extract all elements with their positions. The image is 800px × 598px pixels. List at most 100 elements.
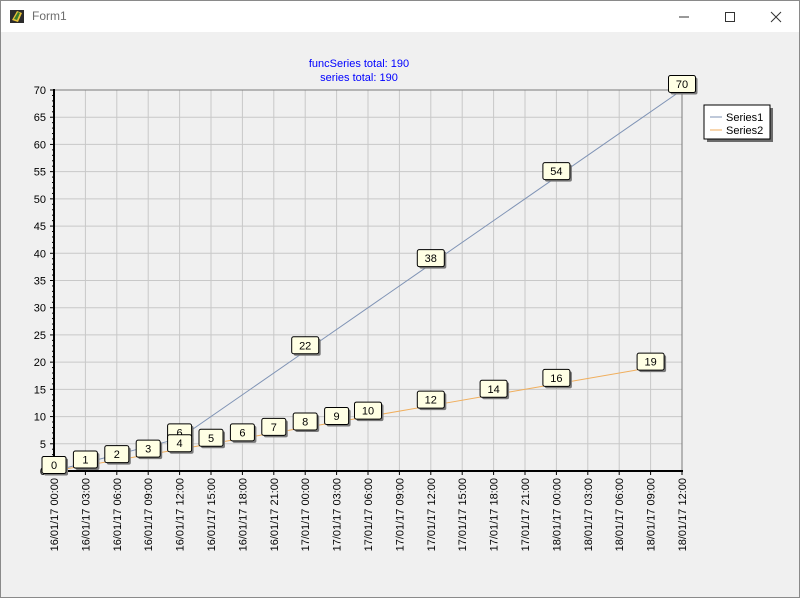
y-tick-label: 35 <box>34 276 46 288</box>
y-tick-label: 40 <box>34 248 46 260</box>
data-label-text: 2 <box>114 449 120 461</box>
y-tick-label: 70 <box>34 85 46 97</box>
data-label: 54 <box>542 162 572 182</box>
x-tick-label: 18/01/17 06:00 <box>614 478 626 551</box>
legend-label-series1: Series1 <box>726 112 763 124</box>
data-label: 6 <box>229 423 257 443</box>
x-tick-label: 18/01/17 03:00 <box>583 478 595 551</box>
y-tick-label: 25 <box>34 330 46 342</box>
x-tick-label: 17/01/17 18:00 <box>489 478 501 551</box>
data-label-text: 8 <box>302 416 308 428</box>
x-tick-label: 17/01/17 15:00 <box>457 478 469 551</box>
legend-label-series2: Series2 <box>726 125 763 137</box>
y-tick-label: 50 <box>34 194 46 206</box>
y-tick-label: 45 <box>34 221 46 233</box>
data-label-text: 70 <box>676 79 688 91</box>
y-tick-label: 60 <box>34 139 46 151</box>
title-bar[interactable]: Form1 <box>1 1 799 32</box>
x-tick-label: 16/01/17 12:00 <box>175 478 187 551</box>
data-label: 22 <box>291 336 321 356</box>
data-label-box <box>542 368 571 387</box>
data-label-box <box>291 336 320 355</box>
y-tick-label: 30 <box>34 303 46 315</box>
data-label: 0 <box>41 456 68 476</box>
x-tick-label: 18/01/17 12:00 <box>677 478 689 551</box>
data-label: 7 <box>261 417 288 438</box>
data-label-box <box>292 412 318 431</box>
x-tick-label: 16/01/17 09:00 <box>143 478 155 551</box>
x-tick-label: 18/01/17 00:00 <box>551 478 563 551</box>
close-icon <box>770 11 782 22</box>
data-label-text: 4 <box>177 438 183 450</box>
x-tick-label: 17/01/17 03:00 <box>332 478 344 551</box>
y-tick-label: 65 <box>34 112 46 124</box>
x-tick-label: 18/01/17 09:00 <box>646 478 658 551</box>
data-label-text: 22 <box>299 340 311 352</box>
x-tick-label: 17/01/17 12:00 <box>426 478 438 551</box>
data-label-box <box>261 417 287 436</box>
data-label: 14 <box>479 379 510 400</box>
data-label-box <box>542 162 571 181</box>
data-label-box <box>324 407 350 426</box>
x-tick-label: 17/01/17 06:00 <box>363 478 375 551</box>
x-tick-label: 16/01/17 21:00 <box>269 478 281 551</box>
x-tick-label: 17/01/17 09:00 <box>394 478 406 551</box>
maximize-button[interactable] <box>707 1 753 32</box>
data-label-text: 38 <box>425 253 437 265</box>
data-label-text: 5 <box>208 433 214 445</box>
data-label-text: 7 <box>271 422 277 434</box>
data-label-box <box>479 379 508 398</box>
line-chart: 051015202530354045505560657016/01/17 00:… <box>34 58 773 551</box>
y-tick-label: 5 <box>40 439 46 451</box>
minimize-button[interactable] <box>661 1 707 32</box>
data-label: 8 <box>292 412 320 432</box>
x-tick-label: 16/01/17 00:00 <box>49 478 61 551</box>
axes: 051015202530354045505560657016/01/17 00:… <box>34 85 689 551</box>
data-label-text: 16 <box>550 373 562 385</box>
y-tick-label: 15 <box>34 384 46 396</box>
data-label-text: 0 <box>51 460 57 472</box>
data-label-box <box>636 352 665 371</box>
legend: Series1 Series2 <box>703 104 773 142</box>
x-tick-label: 16/01/17 03:00 <box>80 478 92 551</box>
data-label: 70 <box>668 75 698 95</box>
data-label: 16 <box>542 368 572 389</box>
window-title: Form1 <box>32 9 67 23</box>
data-label: 2 <box>104 445 131 465</box>
data-label-text: 9 <box>334 411 340 423</box>
data-label-box <box>72 450 98 469</box>
data-label-text: 14 <box>487 384 499 396</box>
x-tick-label: 16/01/17 15:00 <box>206 478 218 551</box>
minimize-icon <box>679 16 689 17</box>
x-tick-label: 17/01/17 21:00 <box>520 478 532 551</box>
data-label: 38 <box>416 249 447 269</box>
x-tick-label: 16/01/17 18:00 <box>237 478 249 551</box>
chart-subtitle: series total: 190 <box>320 72 398 84</box>
chart-title: funcSeries total: 190 <box>309 58 409 70</box>
data-label: 5 <box>198 428 225 449</box>
data-label: 9 <box>324 407 351 427</box>
data-label-text: 6 <box>239 427 245 439</box>
data-label: 3 <box>135 439 163 460</box>
data-label-box <box>135 439 161 458</box>
data-label-text: 1 <box>82 455 88 467</box>
data-label-box <box>416 390 445 409</box>
data-label-text: 12 <box>425 395 437 407</box>
data-label: 1 <box>72 450 100 471</box>
data-label-text: 54 <box>550 166 562 178</box>
data-label: 10 <box>354 401 384 422</box>
y-tick-label: 10 <box>34 412 46 424</box>
data-label-text: 19 <box>644 357 656 369</box>
data-label: 12 <box>416 390 447 411</box>
data-label-box <box>198 428 224 447</box>
data-label: 4 <box>167 434 194 454</box>
data-label-text: 10 <box>362 406 374 418</box>
chart-panel: 051015202530354045505560657016/01/17 00:… <box>1 32 799 597</box>
data-label-box <box>41 456 67 474</box>
close-button[interactable] <box>753 1 799 32</box>
x-tick-label: 17/01/17 00:00 <box>300 478 312 551</box>
y-tick-label: 20 <box>34 357 46 369</box>
data-label-box <box>416 249 445 268</box>
